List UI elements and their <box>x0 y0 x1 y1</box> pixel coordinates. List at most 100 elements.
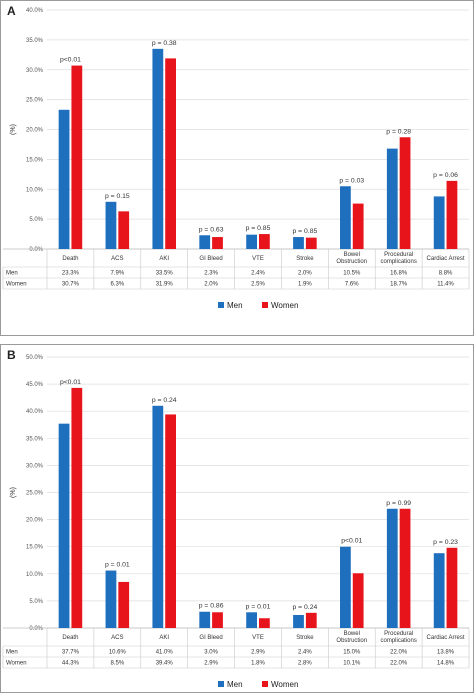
bar-b-women-4 <box>259 618 270 628</box>
category-label-5: Stroke <box>296 635 314 641</box>
bar-a-women-1 <box>118 211 130 249</box>
table-cell-women-6: 7.6% <box>345 282 359 288</box>
chart-a-svg: 0.0% 5.0% 10.0% 15.0% 20.0% 25.0% 30.0% 35.0% 40… <box>2 8 470 310</box>
category-label-7: complications <box>380 259 416 265</box>
bar-a-men-6 <box>339 186 351 249</box>
table-cell-men-1: 7.9% <box>110 271 124 277</box>
table-cell-women-6: 10.1% <box>343 661 361 667</box>
table-cell-women-3: 2.0% <box>204 282 218 288</box>
bar-a-men-8 <box>433 196 445 249</box>
y-tick-label: 50.0% <box>26 355 44 361</box>
p-value-0: p<0.01 <box>60 379 81 386</box>
category-label-3: GI Bleed <box>199 256 222 262</box>
bar-b-women-2 <box>165 414 177 628</box>
table-cell-men-8: 8.8% <box>439 271 453 277</box>
bar-b-men-3 <box>199 611 211 628</box>
chart-b-svg: 0.0% 5.0% 10.0% 15.0% 20.0% 25.0% 30.0% 35.0% 40… <box>2 355 470 689</box>
bar-a-men-3 <box>199 235 211 249</box>
bar-a-men-1 <box>105 201 117 249</box>
table-cell-women-8: 11.4% <box>437 282 454 288</box>
table-cell-men-2: 41.0% <box>156 650 174 656</box>
legend-swatch-men <box>218 681 224 687</box>
table-cell-women-0: 30.7% <box>62 282 80 288</box>
p-value-6: p<0.01 <box>341 538 362 545</box>
bar-a-women-4 <box>259 234 270 249</box>
category-label-0: Death <box>62 635 78 641</box>
chart-panel-b: B 0.0% 5.0% 10.0% 15.0% 20.0% 25.0% 30.0% 35.0%… <box>0 344 474 693</box>
p-value-7: p = 0.28 <box>386 128 411 135</box>
table-cell-women-1: 8.5% <box>110 661 124 667</box>
bar-b-women-3 <box>212 612 223 628</box>
panel-label-b: B <box>7 348 16 362</box>
chart-panel-a: A 0.0% 5.0% 10.0% 15.0% 20.0% 25.0% 30.0% 35.0%… <box>0 0 474 336</box>
bar-a-women-7 <box>399 137 411 249</box>
bar-b-men-8 <box>433 553 445 628</box>
category-label-8: Cardiac Arrest <box>427 256 465 262</box>
table-cell-men-5: 2.0% <box>298 271 312 277</box>
category-label-6: Obstruction <box>336 259 367 265</box>
table-cell-women-7: 18.7% <box>390 282 408 288</box>
p-value-8: p = 0.23 <box>433 539 458 546</box>
y-tick-label: 35.0% <box>26 436 44 442</box>
y-tick-label: 40.0% <box>26 8 44 14</box>
bar-b-men-7 <box>386 508 398 628</box>
table-cell-men-3: 2.3% <box>204 271 218 277</box>
bar-b-women-6 <box>352 573 364 628</box>
table-cell-men-0: 37.7% <box>62 650 80 656</box>
table-cell-men-6: 10.5% <box>343 271 361 277</box>
y-tick-label: 30.0% <box>26 68 44 74</box>
y-tick-label: 5.0% <box>29 217 43 223</box>
category-label-7: Procedural <box>384 631 413 637</box>
legend-swatch-men <box>218 302 224 308</box>
table-cell-women-4: 1.8% <box>251 661 265 667</box>
table-cell-women-5: 2.8% <box>298 661 312 667</box>
bar-a-women-6 <box>352 203 364 249</box>
table-cell-women-3: 2.9% <box>204 661 218 667</box>
p-value-1: p = 0.15 <box>105 193 130 200</box>
bar-b-men-2 <box>152 405 164 628</box>
y-tick-label: 0.0% <box>29 626 43 632</box>
category-label-6: Bowel <box>344 631 360 637</box>
category-label-6: Obstruction <box>336 638 367 644</box>
bar-b-women-0 <box>71 387 83 628</box>
table-cell-men-4: 2.4% <box>251 271 265 277</box>
category-label-2: AKI <box>159 256 169 262</box>
p-value-5: p = 0.24 <box>293 604 318 611</box>
bar-b-women-1 <box>118 581 130 628</box>
bar-a-men-4 <box>246 234 257 249</box>
category-label-3: GI Bleed <box>199 635 222 641</box>
legend-swatch-women <box>262 681 268 687</box>
table-cell-men-6: 15.0% <box>343 650 361 656</box>
bar-b-men-1 <box>105 570 117 628</box>
category-label-4: VTE <box>252 256 264 262</box>
table-cell-men-2: 33.5% <box>156 271 174 277</box>
y-tick-label: 20.0% <box>26 518 44 524</box>
table-cell-men-4: 2.9% <box>251 650 265 656</box>
table-cell-men-8: 13.8% <box>437 650 455 656</box>
table-cell-men-3: 3.0% <box>204 650 218 656</box>
table-cell-men-7: 16.8% <box>390 271 408 277</box>
table-cell-men-5: 2.4% <box>298 650 312 656</box>
category-label-8: Cardiac Arrest <box>427 635 465 641</box>
category-label-4: VTE <box>252 635 264 641</box>
p-value-0: p<0.01 <box>60 57 81 64</box>
p-value-1: p = 0.01 <box>105 562 130 569</box>
legend-label-women: Women <box>271 301 298 310</box>
table-cell-men-7: 22.0% <box>390 650 408 656</box>
y-tick-label: 45.0% <box>26 382 44 388</box>
table-cell-women-0: 44.3% <box>62 661 80 667</box>
table-cell-men-0: 23.3% <box>62 271 80 277</box>
bar-b-men-4 <box>246 612 257 628</box>
y-tick-label: 40.0% <box>26 409 44 415</box>
bar-a-women-2 <box>165 58 177 250</box>
p-value-7: p = 0.99 <box>386 500 411 507</box>
y-axis-label: (%) <box>10 124 17 135</box>
y-tick-label: 20.0% <box>26 128 44 134</box>
bar-a-men-0 <box>58 109 70 249</box>
table-cell-women-1: 6.3% <box>110 282 124 288</box>
bar-a-women-5 <box>305 237 317 249</box>
category-label-1: ACS <box>111 256 123 262</box>
p-value-6: p = 0.03 <box>339 177 364 184</box>
bar-b-men-6 <box>339 546 351 628</box>
